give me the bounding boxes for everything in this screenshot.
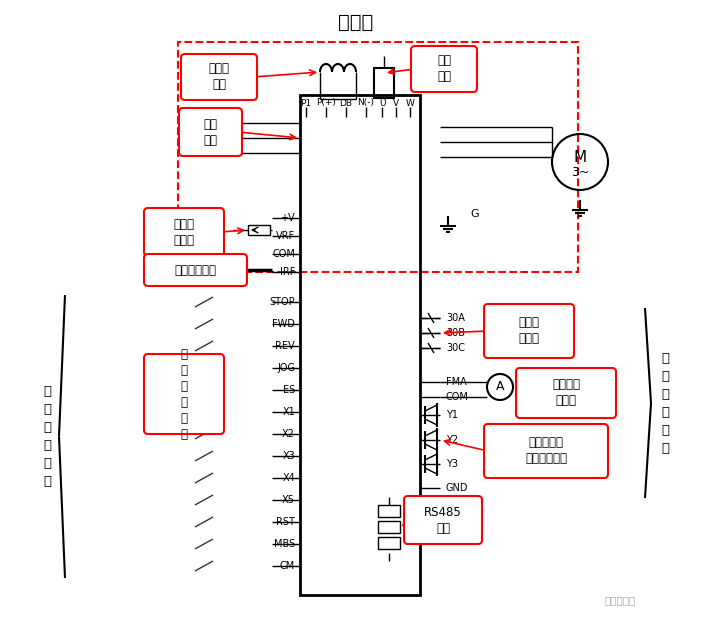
Text: +V: +V [280, 213, 295, 223]
Text: 输
入
控
制
电
路: 输 入 控 制 电 路 [43, 385, 51, 488]
Text: COM: COM [272, 249, 295, 259]
Text: 三相
输入: 三相 输入 [203, 118, 217, 146]
Text: GND: GND [446, 483, 468, 493]
FancyBboxPatch shape [144, 254, 247, 286]
Text: IRF: IRF [279, 267, 295, 277]
Text: 制动
电阻: 制动 电阻 [437, 54, 451, 83]
Text: 30C: 30C [446, 343, 465, 353]
Text: V: V [393, 98, 399, 108]
Text: 输
出
控
制
电
路: 输 出 控 制 电 路 [661, 352, 669, 454]
Text: 电子发烧友: 电子发烧友 [605, 595, 635, 605]
FancyBboxPatch shape [516, 368, 616, 418]
Text: Y2: Y2 [446, 435, 458, 445]
Text: 输
入
接
点
端
子: 输 入 接 点 端 子 [180, 347, 188, 441]
Text: FMA: FMA [446, 377, 467, 387]
FancyBboxPatch shape [144, 208, 224, 256]
Text: W: W [406, 98, 414, 108]
Text: N(-): N(-) [357, 98, 374, 108]
Text: Y1: Y1 [446, 410, 458, 420]
Text: G: G [470, 209, 478, 219]
Bar [178, 42, 578, 272]
Text: 电流频率设定: 电流频率设定 [175, 264, 217, 277]
Text: Y3: Y3 [446, 459, 458, 469]
Text: FWD: FWD [272, 319, 295, 329]
Text: 主电路: 主电路 [339, 13, 374, 31]
Text: 30B: 30B [446, 328, 465, 338]
Text: P1: P1 [300, 98, 312, 108]
Text: STOP: STOP [270, 297, 295, 307]
FancyBboxPatch shape [484, 304, 574, 358]
Bar [300, 95, 420, 595]
Text: 电压频
率设定: 电压频 率设定 [173, 217, 195, 247]
Text: X3: X3 [282, 451, 295, 461]
Text: 输出报
警端子: 输出报 警端子 [518, 317, 540, 346]
Bar [378, 537, 400, 549]
Text: X1: X1 [282, 407, 295, 417]
FancyBboxPatch shape [404, 496, 482, 544]
Text: 模拟量输
出指示: 模拟量输 出指示 [552, 379, 580, 408]
FancyBboxPatch shape [144, 354, 224, 434]
Text: A: A [496, 381, 504, 394]
Bar [378, 505, 400, 517]
Text: RST: RST [276, 517, 295, 527]
Text: P(+): P(+) [316, 98, 336, 108]
Text: MBS: MBS [274, 539, 295, 549]
Text: 3~: 3~ [571, 165, 589, 178]
Text: RS485
接口: RS485 接口 [424, 506, 462, 535]
Text: ES: ES [283, 385, 295, 395]
FancyBboxPatch shape [484, 424, 608, 478]
Text: DB: DB [339, 98, 352, 108]
Text: 集电极开路
输出指示端子: 集电极开路 输出指示端子 [525, 436, 567, 466]
Text: CM: CM [279, 561, 295, 571]
Text: 30A: 30A [446, 313, 465, 323]
Text: REV: REV [275, 341, 295, 351]
Text: 直流电
抗器: 直流电 抗器 [208, 63, 230, 91]
Text: X2: X2 [282, 429, 295, 439]
FancyBboxPatch shape [181, 54, 257, 100]
Text: VRF: VRF [276, 231, 295, 241]
Text: M: M [573, 150, 587, 165]
Bar [248, 225, 270, 235]
Bar [378, 521, 400, 533]
Text: JOG: JOG [277, 363, 295, 373]
Text: X5: X5 [282, 495, 295, 505]
Text: U: U [379, 98, 385, 108]
Text: COM: COM [446, 392, 469, 402]
FancyBboxPatch shape [179, 108, 242, 156]
Bar [374, 68, 394, 98]
Text: X4: X4 [282, 473, 295, 483]
FancyBboxPatch shape [411, 46, 477, 92]
